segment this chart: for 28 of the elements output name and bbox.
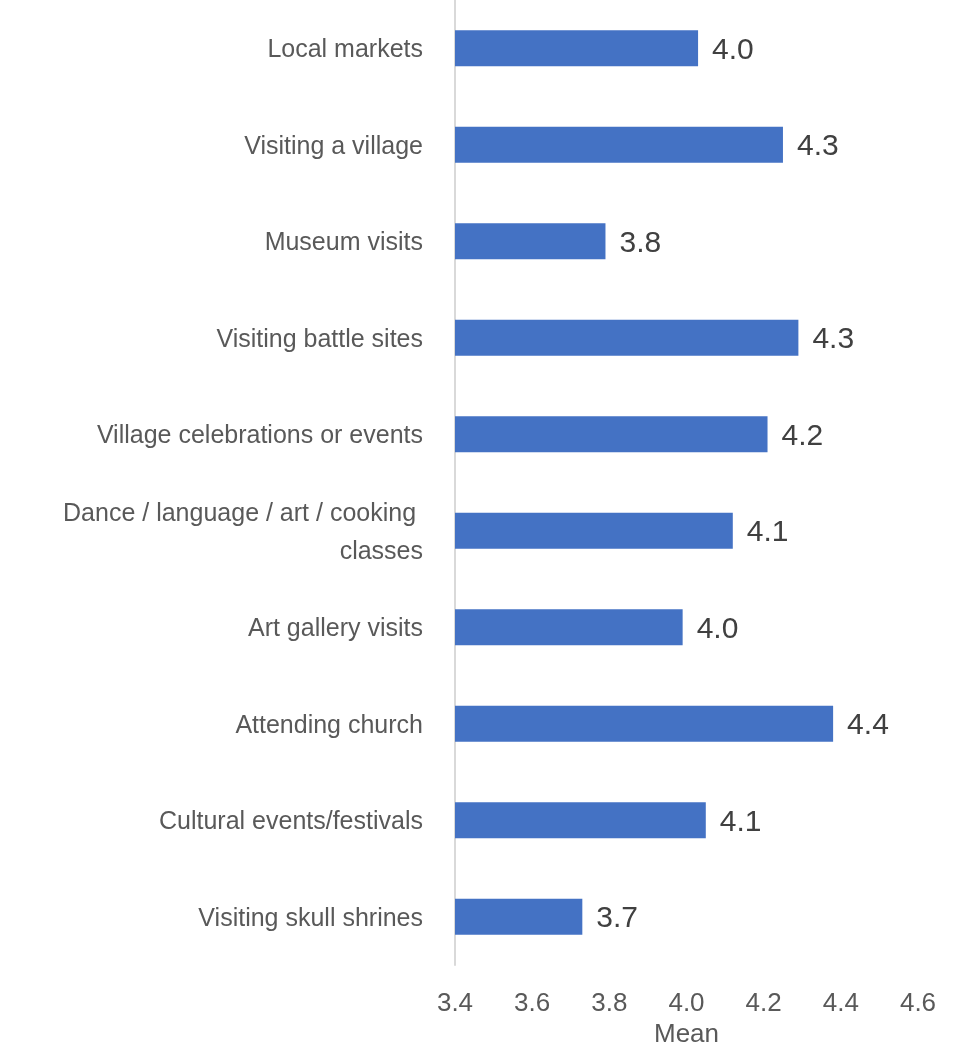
data-label: 4.3 xyxy=(812,321,855,355)
x-tick-label: 4.2 xyxy=(745,987,782,1017)
data-label: 3.8 xyxy=(619,224,662,258)
x-axis-title: Mean xyxy=(653,1017,720,1048)
x-tick-label: 3.4 xyxy=(436,987,474,1017)
y-tick-label: Art gallery visits xyxy=(247,613,423,642)
y-tick-label: Dance / language / art / cooking classes xyxy=(63,497,423,564)
y-tick-label: Local markets xyxy=(267,34,423,63)
y-tick-label: Attending church xyxy=(235,709,423,738)
x-tick-label: 3.8 xyxy=(591,987,628,1017)
x-tick-label: 4.0 xyxy=(668,987,705,1017)
data-label: 4.2 xyxy=(781,417,824,451)
data-label: 4.1 xyxy=(746,514,789,548)
data-label: 4.4 xyxy=(847,707,889,741)
data-label: 4.0 xyxy=(696,610,739,644)
x-tick-label: 4.4 xyxy=(822,987,859,1017)
data-label: 3.7 xyxy=(596,900,639,934)
y-tick-label: Visiting battle sites xyxy=(216,323,423,352)
data-label: 4.3 xyxy=(796,128,839,162)
x-tick-label: 3.6 xyxy=(514,987,551,1017)
y-tick-label: Visiting skull shrines xyxy=(198,902,423,931)
y-tick-label: Village celebrations or events xyxy=(96,420,423,449)
y-tick-label: Cultural events/festivals xyxy=(158,806,423,835)
y-tick-label: Visiting a village xyxy=(244,130,423,159)
x-tick-label: 4.6 xyxy=(899,987,937,1017)
y-tick-label: Museum visits xyxy=(264,227,423,256)
data-label: 4.0 xyxy=(712,31,754,65)
data-label: 4.1 xyxy=(719,803,762,837)
